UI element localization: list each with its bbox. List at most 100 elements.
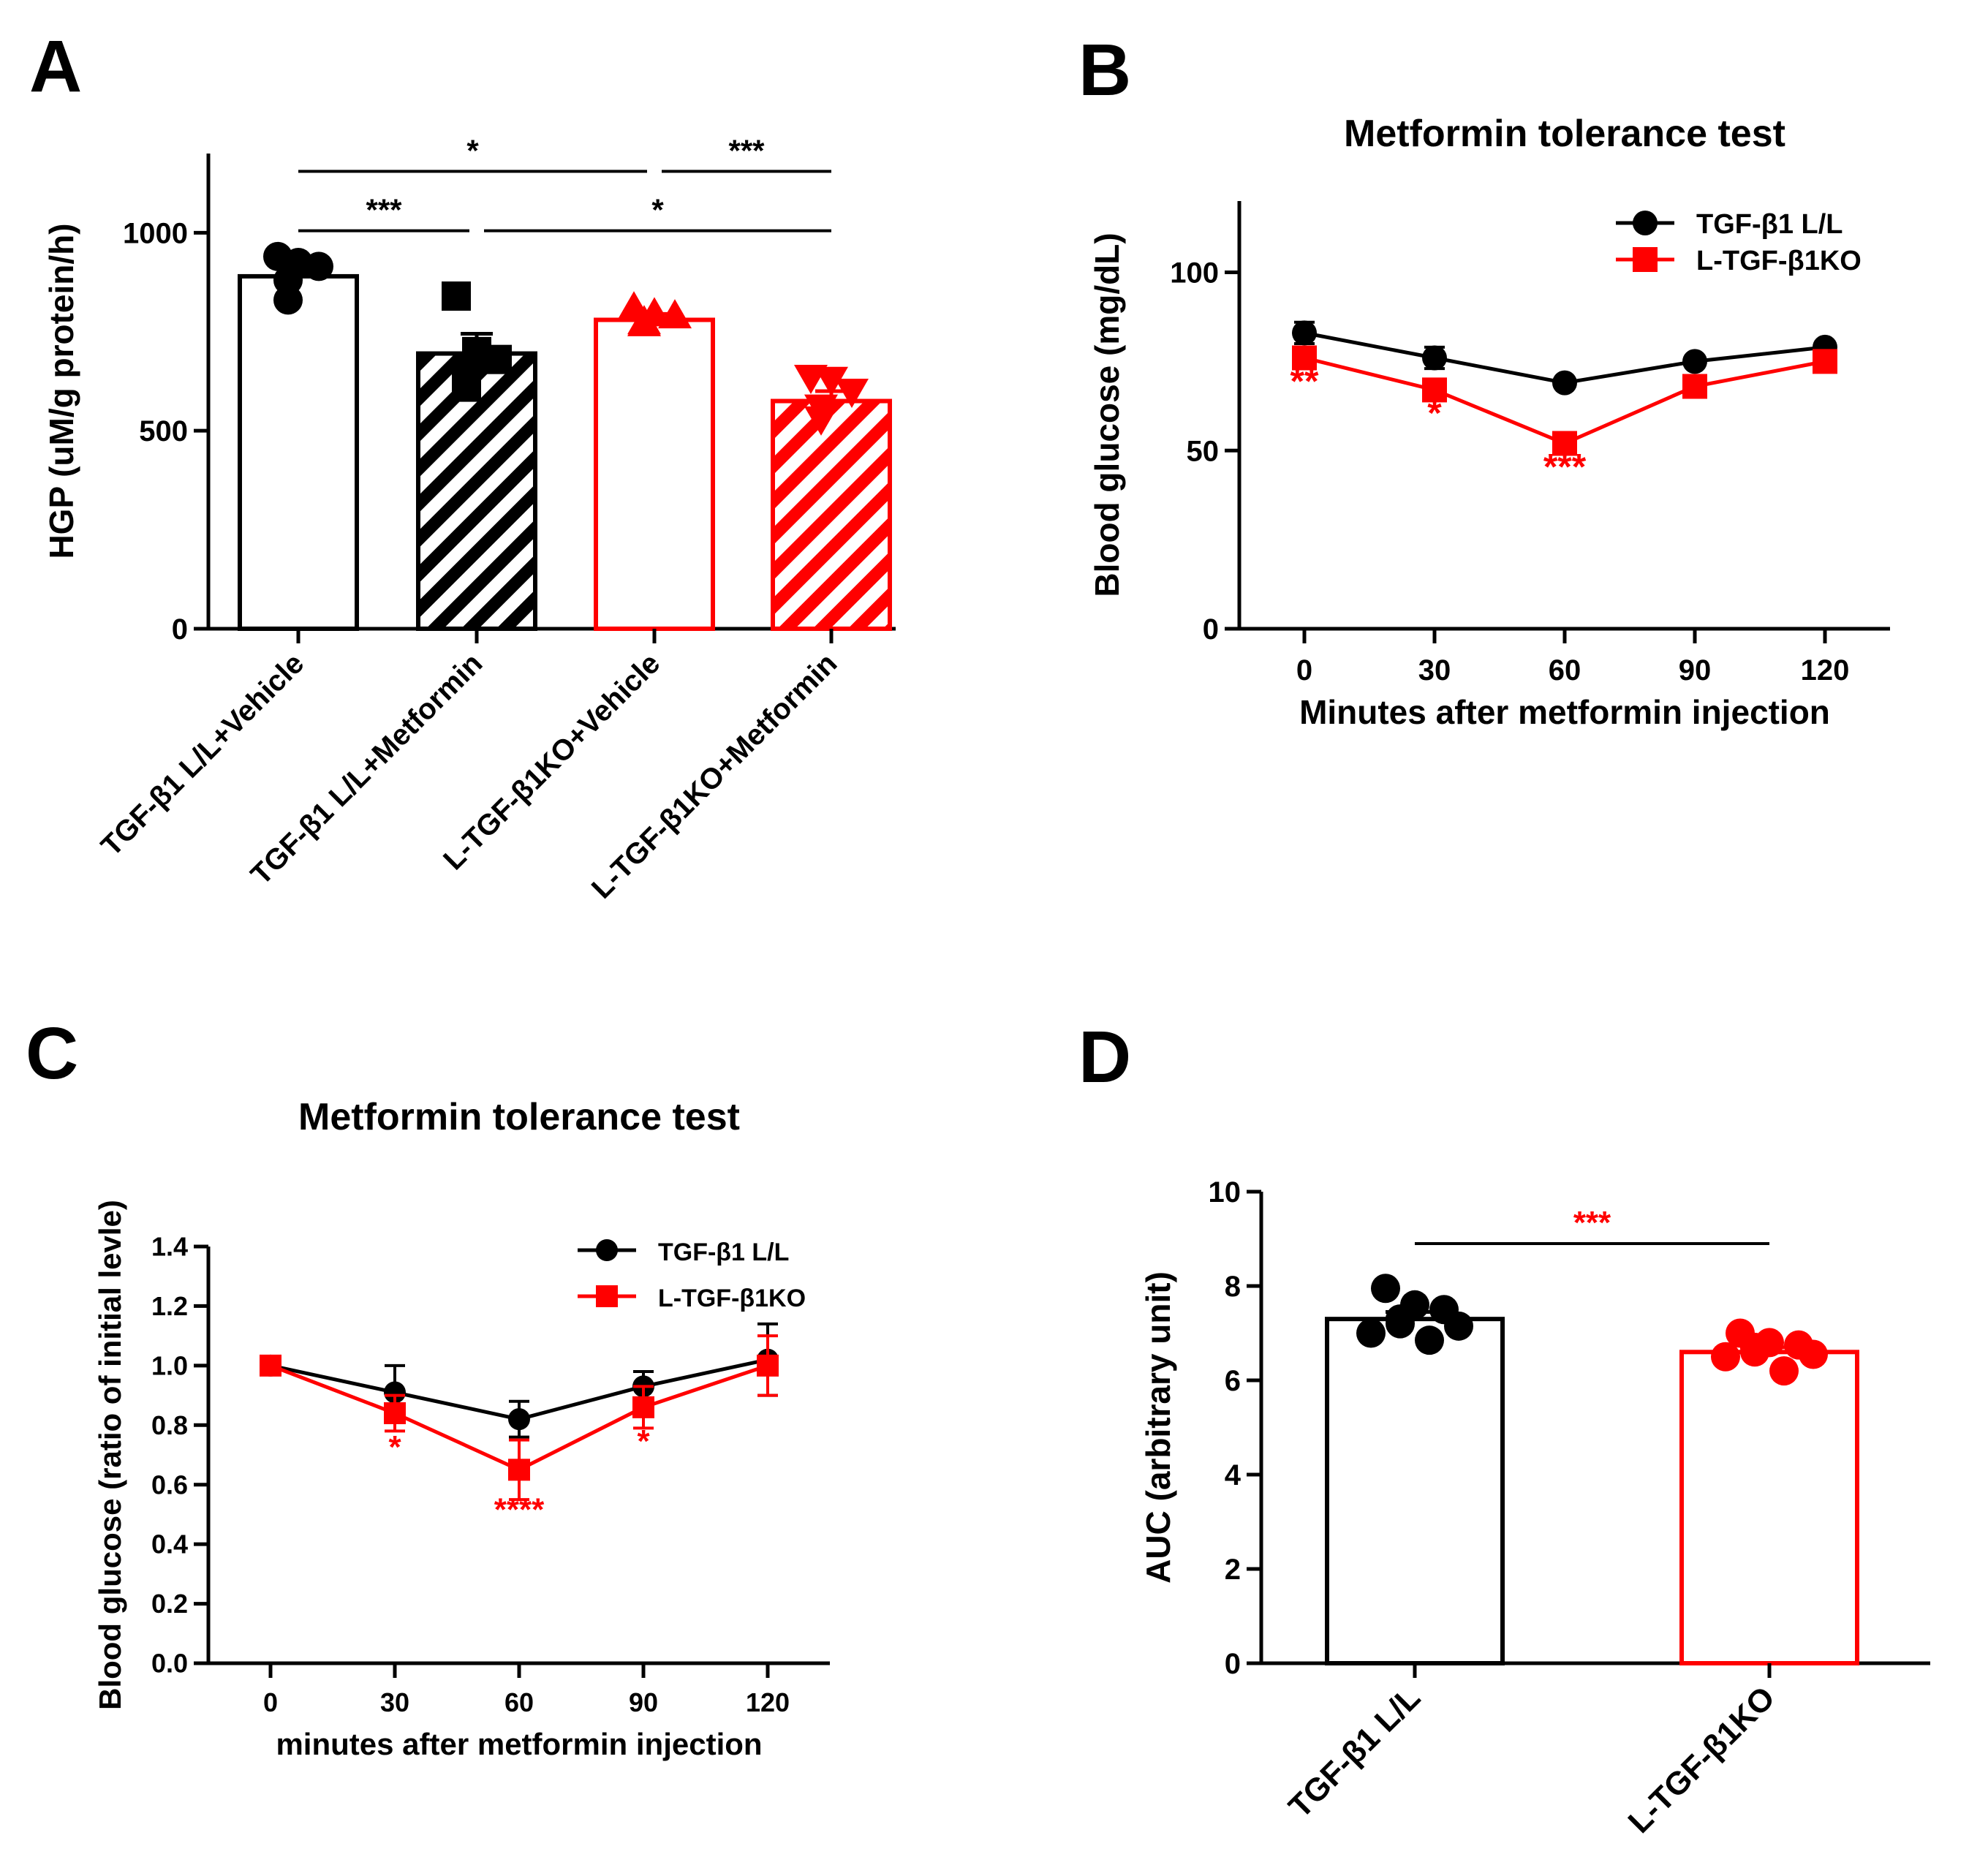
y-tick-label: 0.0 bbox=[151, 1649, 188, 1679]
y-tick-label: 0.6 bbox=[151, 1470, 188, 1499]
x-tick-label: TGF-β1 L/L bbox=[1282, 1679, 1427, 1825]
chart-title: Metformin tolerance test bbox=[298, 1096, 740, 1138]
legend-label: TGF-β1 L/L bbox=[658, 1238, 789, 1266]
data-point bbox=[483, 344, 512, 374]
significance-label: * bbox=[466, 133, 479, 167]
bar bbox=[238, 273, 359, 631]
significance-label: *** bbox=[728, 133, 765, 167]
data-point bbox=[1292, 345, 1317, 371]
y-tick-label: 100 bbox=[1170, 257, 1219, 290]
y-tick-label: 1.2 bbox=[151, 1291, 188, 1321]
y-tick-label: 4 bbox=[1225, 1459, 1242, 1491]
x-tick-label: L-TGF-β1KO bbox=[1622, 1679, 1783, 1840]
significance-label: * bbox=[388, 1429, 401, 1465]
data-point bbox=[1552, 431, 1577, 456]
legend-marker bbox=[1633, 211, 1658, 235]
data-point bbox=[815, 366, 848, 396]
x-tick-label: TGF-β1 L/L+Vehicle bbox=[95, 647, 310, 862]
data-point bbox=[384, 1381, 406, 1404]
y-tick-label: 1.0 bbox=[151, 1350, 188, 1380]
panel-d-bar-chart: 0 2 4 6 8 10 AUC (arbitrary unit) TGF-β1 L/L L-T… bbox=[1139, 1176, 1930, 1840]
data-point bbox=[627, 306, 661, 336]
x-tick-label: 60 bbox=[1549, 654, 1581, 687]
legend-marker bbox=[1633, 247, 1658, 272]
y-tick-label: 0 bbox=[1203, 613, 1219, 646]
x-tick-label: 120 bbox=[746, 1687, 790, 1717]
y-tick-label: 0 bbox=[1225, 1648, 1241, 1680]
data-point bbox=[508, 1459, 530, 1481]
y-axis-label: AUC (arbitrary unit) bbox=[1139, 1271, 1177, 1584]
significance-label: * bbox=[1427, 393, 1442, 434]
data-point bbox=[260, 1354, 281, 1377]
data-point bbox=[1799, 1339, 1828, 1369]
legend-label: TGF-β1 L/L bbox=[1696, 209, 1843, 240]
data-point bbox=[304, 251, 333, 281]
data-point bbox=[658, 299, 692, 329]
bar bbox=[771, 398, 892, 632]
data-point bbox=[1356, 1318, 1386, 1348]
x-tick-label: 0 bbox=[263, 1687, 278, 1717]
x-tick-label: 30 bbox=[380, 1687, 409, 1717]
data-point bbox=[1415, 1325, 1444, 1355]
x-tick-label: 60 bbox=[504, 1687, 534, 1717]
panel-label-d: D bbox=[1078, 1016, 1131, 1098]
data-point bbox=[1444, 1311, 1473, 1341]
data-point bbox=[1371, 1274, 1400, 1304]
legend-label: L-TGF-β1KO bbox=[1696, 246, 1862, 276]
data-point bbox=[1682, 374, 1707, 399]
y-tick-label: 1000 bbox=[123, 217, 188, 249]
data-point bbox=[1813, 349, 1837, 374]
significance-label: **** bbox=[494, 1492, 545, 1528]
y-tick-label: 8 bbox=[1225, 1271, 1241, 1303]
significance-label: * bbox=[651, 193, 664, 227]
y-tick-label: 1.4 bbox=[151, 1232, 188, 1262]
significance-label: ** bbox=[1290, 360, 1319, 401]
x-tick-label: 30 bbox=[1418, 654, 1451, 687]
panel-label-c: C bbox=[26, 1013, 78, 1094]
data-point bbox=[1769, 1356, 1799, 1386]
panel-a-bar-chart: 0 500 1000 HGP (uM/g protein/h) TGF-β1 L/L+V… bbox=[42, 133, 896, 905]
significance-label: * bbox=[637, 1423, 650, 1459]
data-point bbox=[1386, 1309, 1415, 1339]
data-point bbox=[1682, 349, 1707, 374]
data-point bbox=[273, 285, 303, 315]
y-tick-label: 0 bbox=[172, 613, 188, 646]
data-point bbox=[757, 1354, 779, 1377]
legend-marker bbox=[596, 1285, 618, 1307]
data-point bbox=[1422, 377, 1447, 403]
data-point bbox=[1711, 1342, 1740, 1372]
x-tick-label: 90 bbox=[629, 1687, 658, 1717]
panel-label-b: B bbox=[1078, 29, 1131, 111]
significance-label: *** bbox=[1573, 1205, 1611, 1241]
bar bbox=[1679, 1350, 1859, 1666]
data-point bbox=[804, 406, 838, 436]
y-tick-label: 500 bbox=[139, 415, 188, 447]
y-tick-label: 2 bbox=[1225, 1554, 1241, 1586]
data-point bbox=[452, 372, 481, 402]
y-tick-label: 50 bbox=[1187, 435, 1220, 467]
x-axis-label: minutes after metformin injection bbox=[276, 1727, 762, 1761]
data-point bbox=[632, 1396, 654, 1418]
y-axis-label: Blood glucose (mg/dL) bbox=[1088, 232, 1126, 597]
significance-label: *** bbox=[1543, 446, 1587, 487]
y-tick-label: 0.2 bbox=[151, 1589, 188, 1619]
significance-label: *** bbox=[366, 193, 402, 227]
data-point bbox=[1552, 370, 1577, 396]
x-tick-label: 120 bbox=[1801, 654, 1850, 687]
y-axis-label: HGP (uM/g protein/h) bbox=[42, 223, 80, 559]
chart-title: Metformin tolerance test bbox=[1344, 113, 1785, 155]
panel-label-a: A bbox=[29, 26, 82, 107]
x-axis-label: Minutes after metformin injection bbox=[1299, 693, 1830, 731]
data-point bbox=[1422, 345, 1447, 371]
y-tick-label: 10 bbox=[1209, 1176, 1242, 1209]
panel-b-line-chart: 0 50 100 Blood glucose (mg/dL) Metformin tol… bbox=[1088, 113, 1890, 731]
data-point bbox=[384, 1402, 406, 1424]
panel-c-line-chart: 0.0 0.2 0.4 0.6 0.8 1.0 1.2 1.4 Blood glucose (r… bbox=[93, 1096, 830, 1761]
x-tick-label: 0 bbox=[1296, 654, 1312, 687]
data-point bbox=[442, 281, 471, 311]
bar bbox=[1325, 1317, 1505, 1666]
y-tick-label: 0.8 bbox=[151, 1410, 188, 1440]
data-point bbox=[508, 1408, 530, 1431]
bar bbox=[594, 317, 715, 631]
legend-marker bbox=[596, 1239, 618, 1261]
